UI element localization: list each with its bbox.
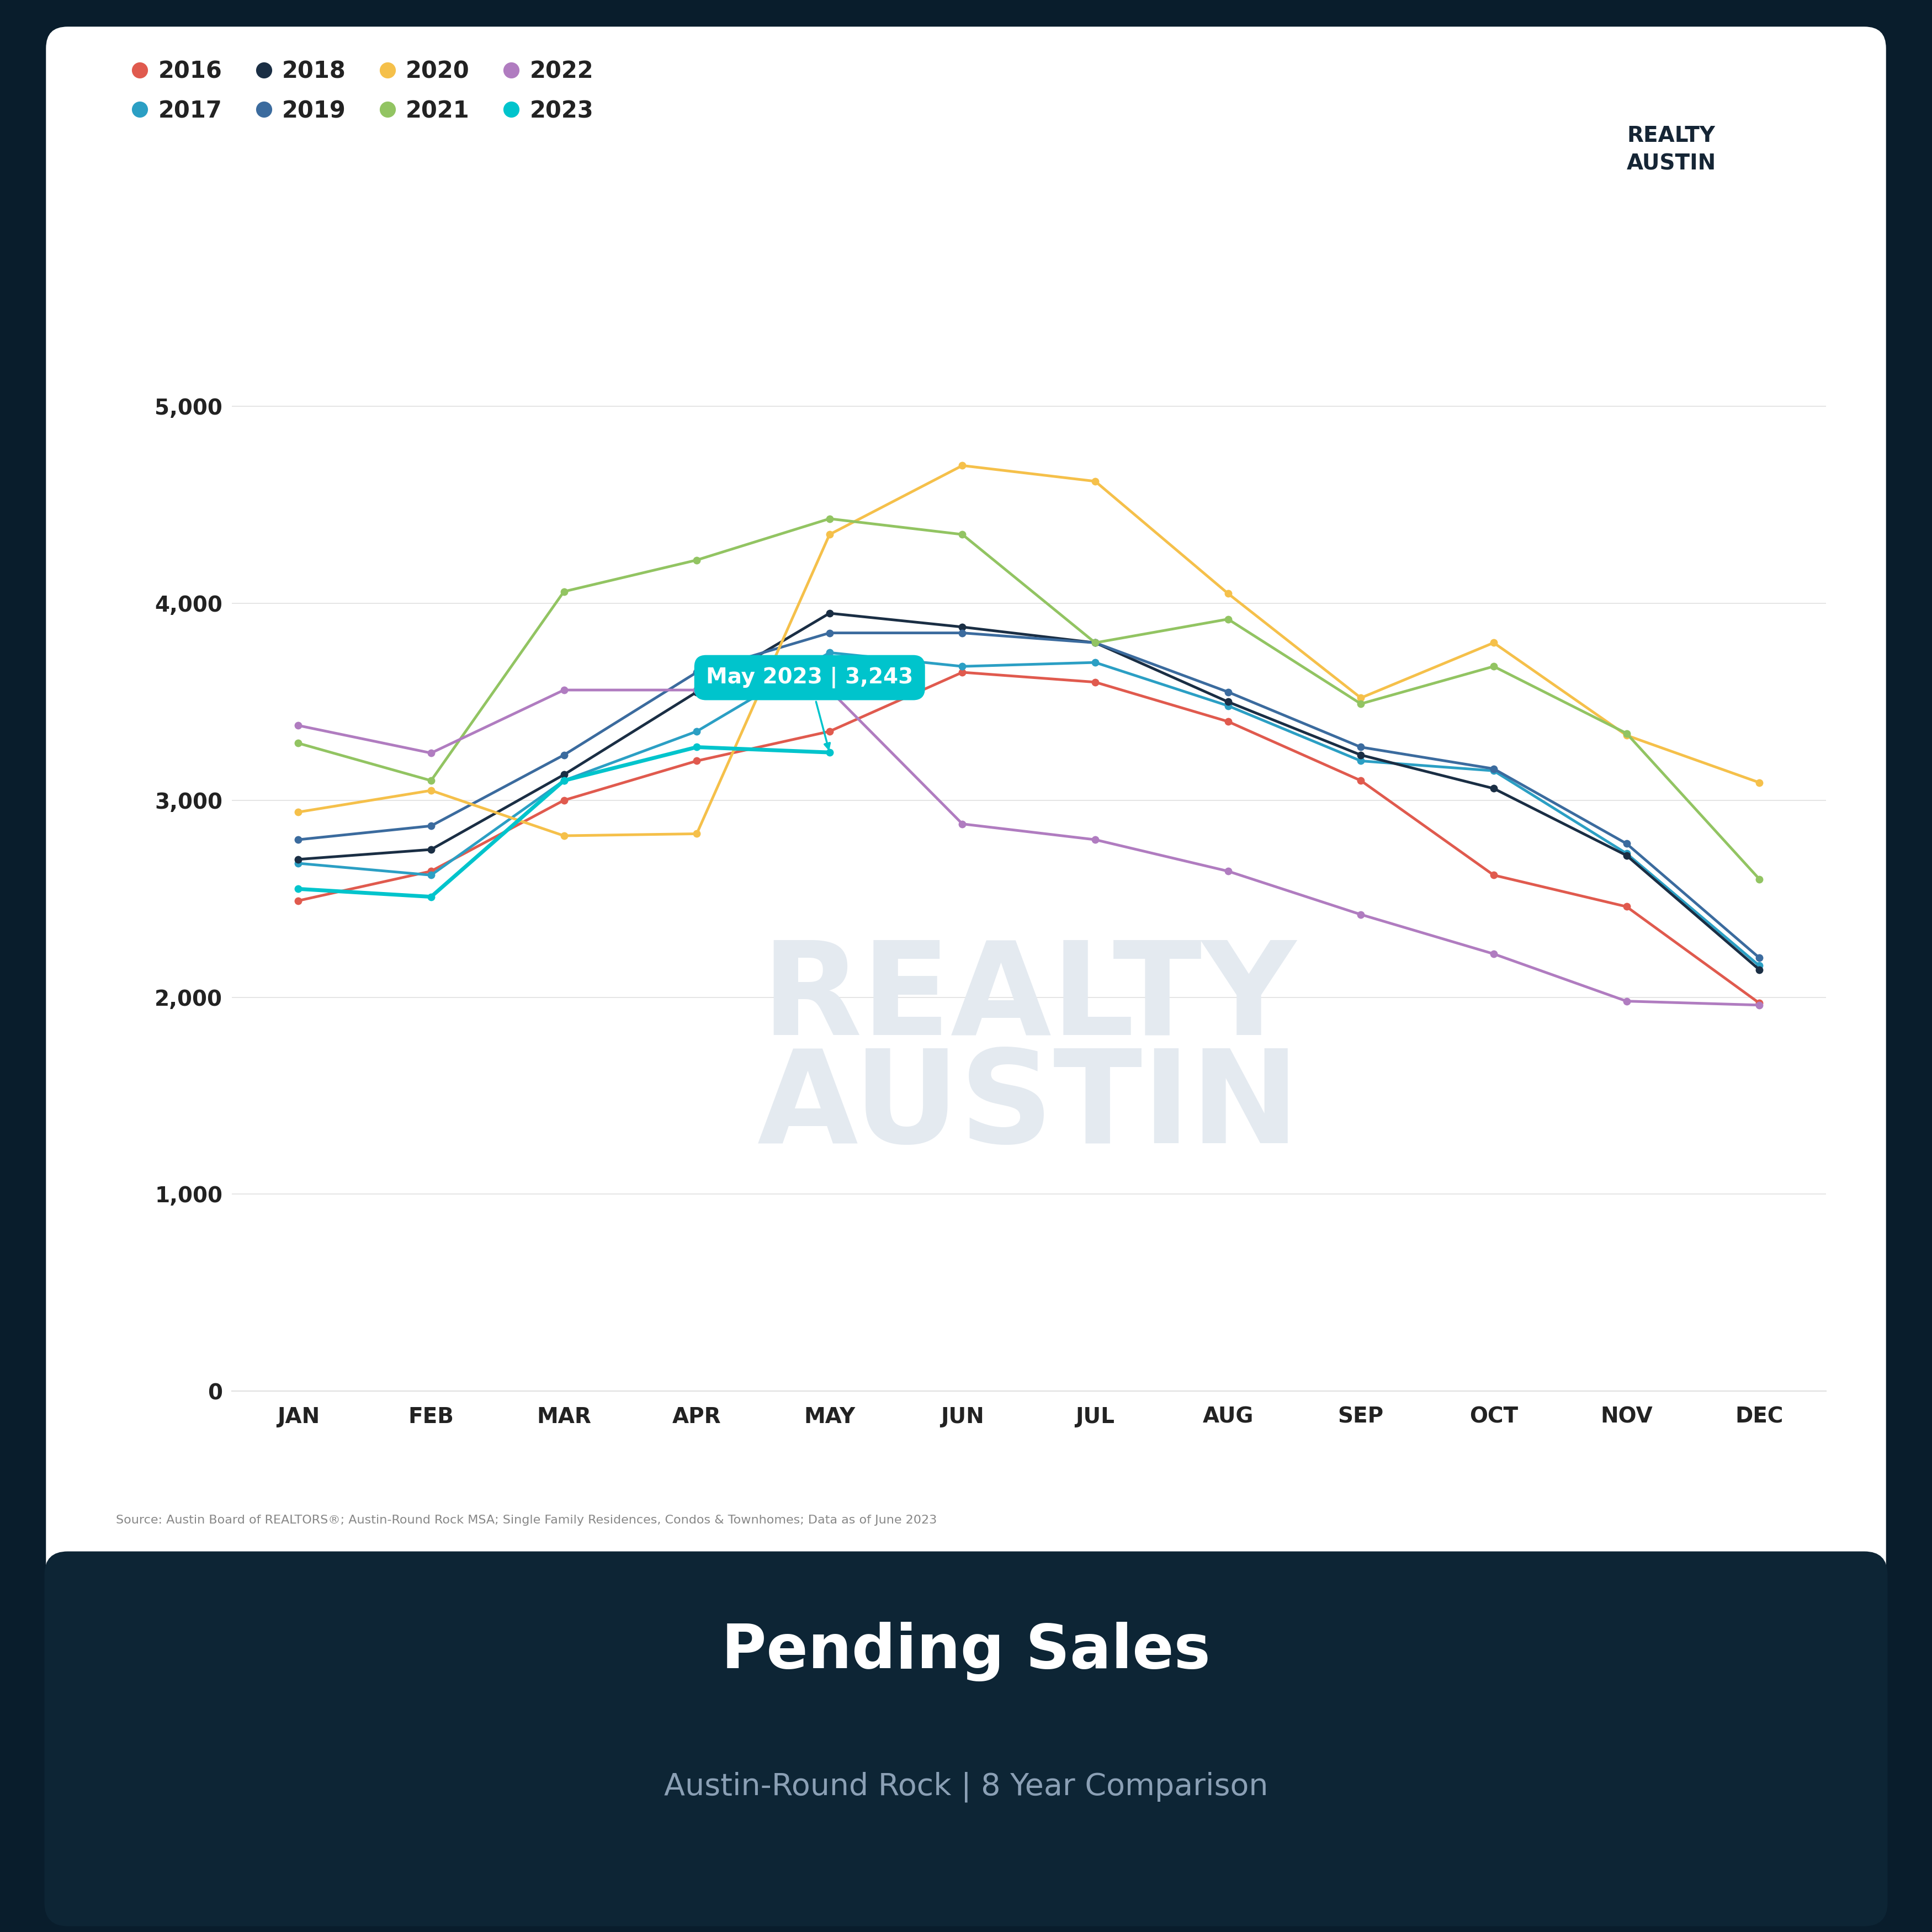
Text: RA: RA: [1501, 131, 1561, 168]
Text: REALTY
AUSTIN: REALTY AUSTIN: [1627, 126, 1716, 174]
Text: Pending Sales: Pending Sales: [721, 1623, 1211, 1681]
Text: Source: Austin Board of REALTORS®; Austin-Round Rock MSA; Single Family Residenc: Source: Austin Board of REALTORS®; Austi…: [116, 1515, 937, 1526]
Text: Austin-Round Rock | 8 Year Comparison: Austin-Round Rock | 8 Year Comparison: [665, 1772, 1267, 1803]
Legend: 2016, 2017, 2018, 2019, 2020, 2021, 2022, 2023: 2016, 2017, 2018, 2019, 2020, 2021, 2022…: [124, 50, 603, 131]
Text: REALTY
AUSTIN: REALTY AUSTIN: [757, 937, 1300, 1171]
Text: May 2023 | 3,243: May 2023 | 3,243: [705, 667, 914, 750]
